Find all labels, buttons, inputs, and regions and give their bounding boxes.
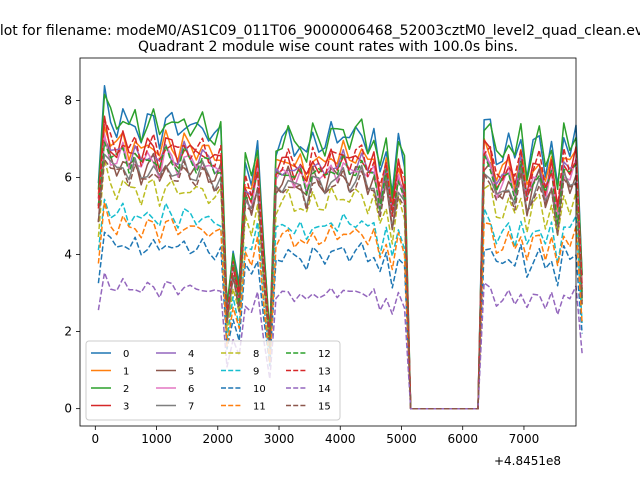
legend-label-1: 1: [123, 367, 129, 378]
legend-label-11: 11: [253, 402, 266, 413]
legend-label-4: 4: [188, 349, 194, 360]
series-line-0: [97, 84, 583, 410]
axis-ticks: 0 1000 2000 3000 4000 5000 6000 7000 0 2 4 6 8: [64, 93, 539, 446]
x-tick-label: 7000: [509, 432, 540, 446]
y-tick-label: 4: [64, 248, 72, 262]
chart-title: Quadrant 2 module wise count rates with …: [138, 39, 518, 55]
x-tick-label: 3000: [264, 432, 295, 446]
legend-label-14: 14: [318, 384, 331, 395]
figure-suptitle: Plot for filename: modeM0/AS1C09_011T06_…: [0, 23, 640, 39]
legend-label-2: 2: [123, 384, 129, 395]
axes-frame: [79, 57, 577, 427]
series-line-11: [97, 201, 583, 410]
x-tick-label: 5000: [386, 432, 417, 446]
series-line-10: [97, 231, 583, 410]
series-line-7: [97, 153, 583, 410]
x-offset-label: +4.8451e8: [494, 454, 561, 468]
series-line-4: [97, 138, 583, 410]
legend-label-13: 13: [318, 367, 331, 378]
x-tick-label: 6000: [447, 432, 478, 446]
series-line-12: [97, 141, 583, 410]
legend-label-8: 8: [253, 349, 259, 360]
y-tick-label: 8: [64, 93, 72, 107]
legend-label-7: 7: [188, 402, 194, 413]
legend-label-10: 10: [253, 384, 266, 395]
y-tick-label: 6: [64, 170, 72, 184]
legend-label-3: 3: [123, 402, 129, 413]
legend-label-12: 12: [318, 349, 331, 360]
series-line-1: [97, 126, 583, 410]
series-line-9: [97, 198, 583, 410]
y-tick-label: 2: [64, 325, 72, 339]
x-tick-label: 0: [91, 432, 99, 446]
legend-label-9: 9: [253, 367, 259, 378]
series-line-8: [97, 158, 583, 410]
legend-label-0: 0: [123, 349, 129, 360]
series-line-15: [97, 158, 583, 410]
x-tick-label: 4000: [325, 432, 356, 446]
series-line-2: [97, 93, 583, 410]
plot-area: [97, 84, 583, 410]
y-tick-label: 0: [64, 402, 72, 416]
legend-box: [85, 340, 341, 421]
series-line-13: [97, 118, 583, 410]
series-line-14: [97, 271, 583, 410]
legend-label-15: 15: [318, 402, 331, 413]
legend-label-6: 6: [188, 384, 194, 395]
legend-label-5: 5: [188, 367, 194, 378]
x-tick-label: 2000: [203, 432, 234, 446]
x-tick-label: 1000: [141, 432, 172, 446]
